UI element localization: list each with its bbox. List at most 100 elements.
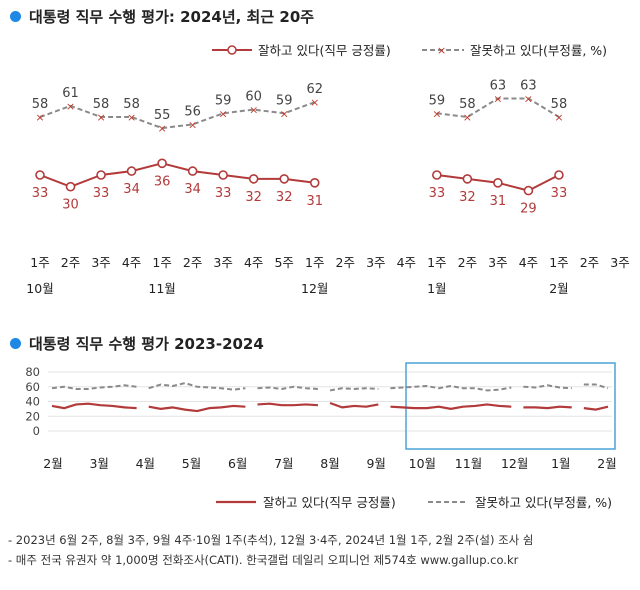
x-tick-label: 4주 [122,255,141,270]
negative-point-marker: × [96,111,105,124]
x-month-label: 1월 [427,281,446,296]
bottom-negative-series-line [583,383,609,390]
negative-series-line [39,101,316,130]
negative-data-label: 60 [245,90,262,105]
negative-data-label: 58 [93,97,110,112]
negative-data-label: 62 [306,82,323,97]
negative-point-marker: × [35,111,44,124]
x-tick-label: 3주 [488,255,507,270]
bottom-positive-series-line [148,404,246,413]
positive-point-marker [96,170,106,180]
positive-point-marker [248,174,259,184]
top-chart-title-text: 대통령 직무 수행 평가: 2024년, 최근 20주 [29,8,315,26]
positive-point-marker [432,170,442,180]
positive-point-marker [126,166,137,176]
bottom-legend-negative-label: 잘못하고 있다(부정률, %) [475,495,612,510]
positive-data-label: 34 [184,182,201,197]
x-tick-label: 3주 [366,255,385,270]
y-tick-label: 60 [25,380,40,394]
negative-point-marker: × [127,111,136,124]
positive-series-line [39,162,315,188]
bottom-negative-series-line [148,382,246,391]
x-tick-label: 4주 [397,255,416,270]
negative-point-marker: × [463,111,472,124]
bottom-negative-series-line [523,384,572,390]
positive-point-marker [218,170,228,180]
x-tick-label: 3주 [610,255,629,270]
legend-positive-label: 잘하고 있다(직무 긍정률) [258,43,391,58]
negative-point-marker: × [310,96,319,109]
positive-data-label: 30 [62,198,79,213]
bottom-chart-title-text: 대통령 직무 수행 평가 2023-2024 [29,335,264,353]
bottom-positive-series-line [523,405,572,410]
negative-point-marker: × [280,107,289,120]
positive-point-marker [309,178,320,188]
bottom-x-month-label: 8월 [320,456,339,471]
negative-series-line [436,97,560,118]
negative-data-label: 58 [459,97,476,112]
x-tick-label: 5주 [274,255,293,270]
bottom-legend-positive-label: 잘하고 있다(직무 긍정률) [263,495,396,510]
bottom-x-month-label: 2월 [597,456,616,471]
x-month-label: 11월 [148,281,175,296]
positive-data-label: 34 [123,182,140,197]
x-tick-label: 2주 [336,255,355,270]
x-tick-label: 2주 [580,255,599,270]
x-month-label: 10월 [26,281,53,296]
negative-data-label: 63 [490,79,507,94]
x-tick-label: 1주 [30,255,49,270]
positive-point-marker [462,174,473,184]
negative-point-marker: × [524,93,533,106]
bottom-x-month-label: 4월 [136,456,155,471]
positive-point-marker [157,158,167,169]
positive-point-marker [187,166,198,176]
negative-data-label: 63 [520,79,537,94]
x-tick-label: 2주 [458,255,477,270]
bottom-positive-series-line [329,401,379,409]
negative-data-label: 56 [184,104,201,119]
x-month-label: 12월 [301,281,328,296]
positive-data-label: 31 [306,194,323,209]
bottom-x-month-label: 2월 [43,456,62,471]
x-tick-label: 4주 [244,255,263,270]
x-tick-label: 1주 [427,255,446,270]
negative-point-marker: × [157,122,166,135]
y-tick-label: 20 [25,409,40,423]
bottom-positive-series-line [390,403,512,410]
positive-data-label: 36 [154,174,171,189]
x-tick-label: 3주 [213,255,232,270]
x-tick-label: 1주 [305,255,324,270]
positive-point-marker [523,185,534,196]
negative-point-marker: × [219,107,228,120]
x-month-label: 2월 [549,281,568,296]
positive-data-label: 33 [429,186,446,201]
bottom-x-month-label: 6월 [228,456,247,471]
bottom-negative-series-line [329,387,379,392]
bottom-x-month-label: 10월 [409,456,436,471]
bottom-x-month-label: 9월 [366,456,385,471]
bottom-x-month-label: 11월 [455,456,482,471]
negative-point-marker: × [249,104,258,117]
negative-point-marker: × [188,118,197,131]
negative-data-label: 58 [32,97,49,112]
footnote-methodology: - 매주 전국 유권자 약 1,000명 전화조사(CATI). 한국갤럽 데일… [8,553,519,567]
negative-data-label: 59 [276,93,293,108]
negative-data-label: 58 [551,97,568,112]
bottom-x-month-label: 12월 [501,456,528,471]
top-chart-title: 대통령 직무 수행 평가: 2024년, 최근 20주 [10,6,314,27]
y-tick-label: 40 [25,395,40,409]
negative-data-label: 59 [215,93,232,108]
positive-data-label: 32 [459,190,476,205]
positive-point-marker [279,174,290,184]
positive-data-label: 33 [551,186,568,201]
positive-data-label: 31 [490,194,507,209]
negative-point-marker: × [493,93,502,106]
bottom-x-month-label: 5월 [182,456,201,471]
positive-data-label: 33 [215,186,232,201]
positive-data-label: 32 [276,190,293,205]
negative-point-marker: × [66,100,75,113]
x-tick-label: 2주 [183,255,202,270]
highlight-recent-box [405,362,616,450]
bottom-x-month-label: 3월 [89,456,108,471]
